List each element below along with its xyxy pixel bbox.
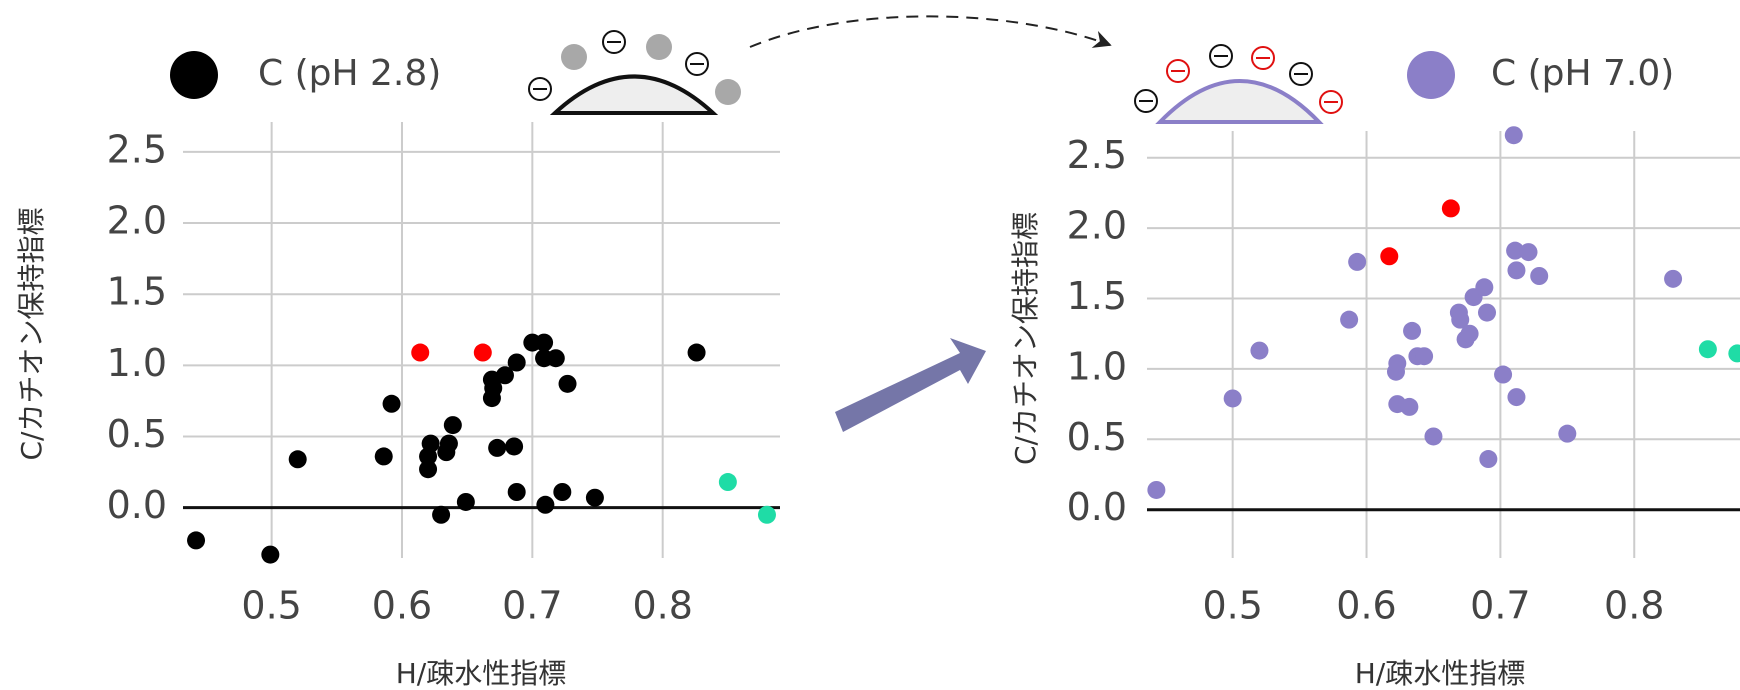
point: [1400, 397, 1419, 416]
point: [1388, 354, 1407, 373]
point: [1558, 424, 1577, 443]
y-tick-label: 2.5: [1067, 133, 1127, 177]
y-tick-label: 1.5: [107, 270, 167, 314]
point: [488, 438, 507, 457]
point: [718, 473, 737, 492]
point: [1223, 389, 1242, 408]
points: [187, 333, 776, 564]
point: [585, 488, 604, 507]
point: [1507, 388, 1526, 407]
transition-arrow: [835, 338, 986, 432]
y-tick-label: 1.0: [1067, 344, 1127, 388]
point: [535, 333, 554, 352]
legend-label: C (pH 7.0): [1491, 53, 1674, 94]
y-tick-label: 1.5: [1067, 274, 1127, 318]
x-tick-label: 0.6: [372, 584, 432, 628]
point: [261, 545, 280, 564]
y-axis-title: C/カチオン保持指標: [15, 208, 48, 461]
point: [1664, 269, 1683, 288]
point: [495, 366, 514, 385]
point: [505, 437, 524, 456]
point: [1504, 126, 1523, 145]
point: [187, 531, 206, 550]
point: [1475, 278, 1494, 297]
y-tick-label: 0.5: [107, 412, 167, 456]
point: [507, 483, 526, 501]
point: [507, 353, 526, 372]
y-tick-label: 2.0: [1067, 204, 1127, 248]
point: [1507, 261, 1526, 280]
point: [374, 447, 393, 466]
x-axis-title: H/疎水性指標: [396, 657, 567, 690]
point: [1479, 450, 1498, 469]
point: [1340, 310, 1359, 329]
x-tick-label: 0.7: [502, 584, 562, 628]
particle-right: [1134, 44, 1343, 124]
point: [536, 495, 555, 514]
point: [1424, 427, 1443, 446]
point: [1506, 241, 1525, 260]
point: [443, 416, 462, 435]
point: [1451, 310, 1470, 329]
legend-marker: [1407, 51, 1455, 99]
point: [1728, 344, 1740, 363]
point: [484, 379, 503, 398]
point: [421, 434, 440, 453]
x-tick-label: 0.5: [1202, 584, 1262, 628]
x-axis-title: H/疎水性指標: [1355, 657, 1526, 690]
y-tick-label: 0.5: [1067, 415, 1127, 459]
point: [687, 343, 706, 362]
point: [382, 394, 401, 413]
point: [1494, 365, 1513, 384]
y-tick-label: 1.0: [107, 341, 167, 385]
legend-label: C (pH 2.8): [258, 53, 441, 94]
x-tick-label: 0.8: [632, 584, 692, 628]
y-tick-label: 0.0: [1067, 485, 1127, 529]
points: [1147, 126, 1740, 499]
point: [553, 483, 572, 501]
dashed-arrow: [749, 15, 1112, 48]
x-tick-label: 0.8: [1604, 584, 1664, 628]
point: [439, 434, 458, 453]
particle-left: [528, 30, 741, 115]
point: [1698, 340, 1717, 359]
point: [1530, 267, 1549, 285]
point: [1403, 321, 1422, 340]
point: [1250, 341, 1269, 360]
point: [288, 450, 307, 469]
x-tick-label: 0.5: [241, 584, 301, 628]
x-tick-label: 0.6: [1336, 584, 1396, 628]
point: [411, 343, 430, 362]
scatter-chart: 0.5 0.6 0.7 0.8 0.0 0.5 1.0 1.5 2.0 2.5 H/疎水性指標 C/カ…: [1009, 51, 1740, 690]
point: [546, 349, 565, 368]
legend-marker: [170, 51, 218, 99]
point: [558, 374, 577, 393]
point: [473, 343, 492, 362]
point: [1147, 480, 1166, 499]
point: [757, 505, 776, 524]
point: [419, 460, 438, 479]
point: [1380, 247, 1399, 266]
point: [1441, 199, 1460, 218]
point: [1460, 324, 1479, 343]
point: [456, 492, 475, 511]
y-tick-label: 0.0: [107, 483, 167, 527]
point: [1519, 243, 1538, 262]
point: [1415, 347, 1434, 366]
y-axis-title: C/カチオン保持指標: [1009, 212, 1042, 465]
y-tick-label: 2.0: [107, 199, 167, 243]
x-tick-label: 0.7: [1470, 584, 1530, 628]
y-tick-label: 2.5: [107, 127, 167, 171]
point: [1478, 303, 1497, 322]
point: [1348, 252, 1367, 271]
scatter-chart: 0.5 0.6 0.7 0.8 0.0 0.5 1.0 1.5 2.0 2.5 H/疎水性指標 C/カ…: [15, 51, 780, 690]
point: [432, 505, 451, 524]
